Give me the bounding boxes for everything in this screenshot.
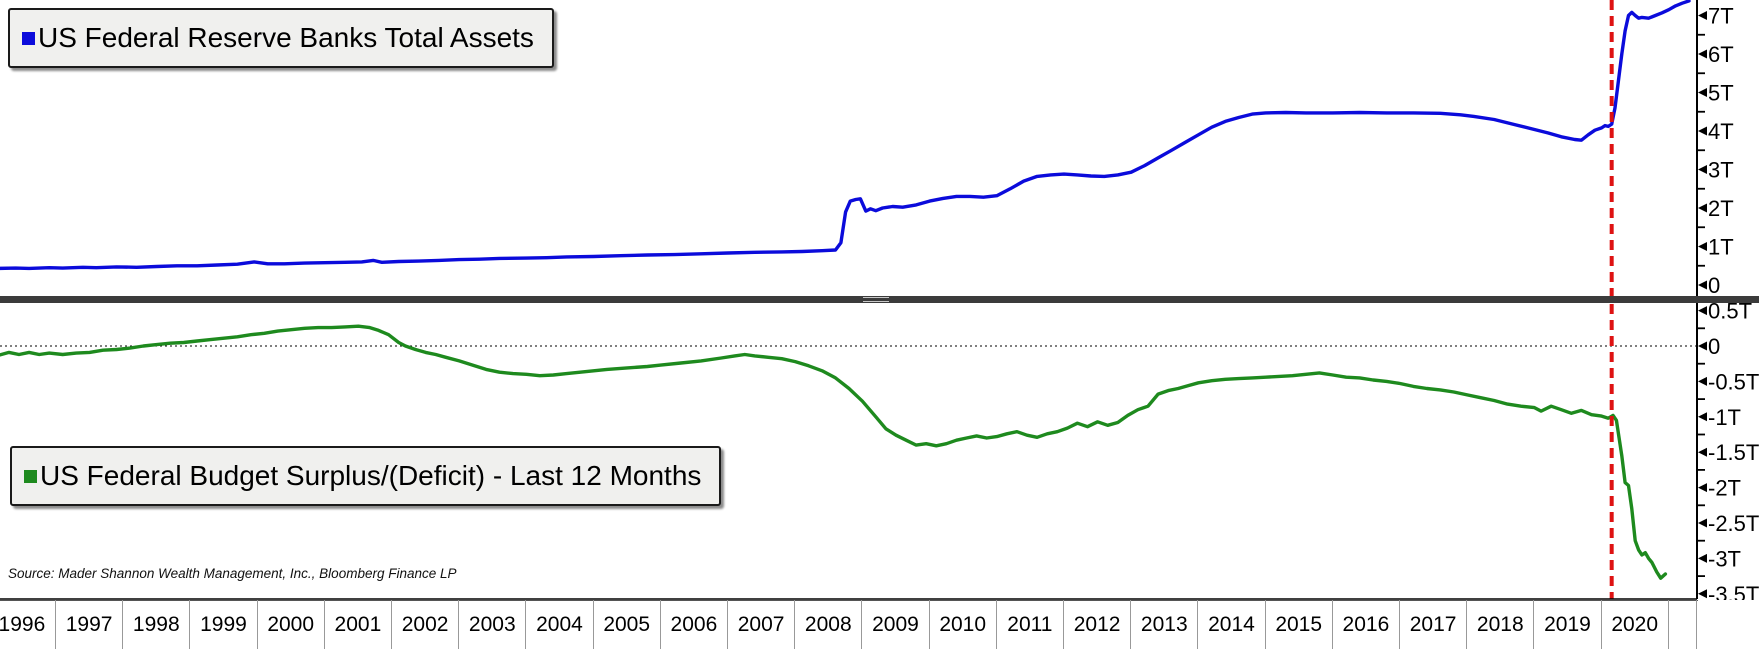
x-axis-top-border bbox=[0, 600, 1698, 601]
bottom-y-major-tick-icon bbox=[1698, 589, 1707, 599]
bottom-y-major-tick-icon bbox=[1698, 447, 1707, 457]
year-label-2001: 2001 bbox=[325, 600, 392, 649]
panel-divider[interactable] bbox=[0, 296, 1759, 303]
green-square-marker-icon bbox=[24, 469, 37, 483]
blue-square-marker-icon bbox=[22, 31, 35, 45]
top-y-tick-label: 5T bbox=[1708, 81, 1734, 106]
legend-fed-assets[interactable]: US Federal Reserve Banks Total Assets bbox=[8, 8, 554, 68]
bottom-y-major-tick-icon bbox=[1698, 376, 1707, 386]
year-label-1998: 1998 bbox=[123, 600, 191, 649]
legend-budget-balance-label: US Federal Budget Surplus/(Deficit) - La… bbox=[40, 460, 702, 491]
year-label-2002: 2002 bbox=[392, 600, 460, 649]
year-label-2014: 2014 bbox=[1198, 600, 1266, 649]
bottom-y-major-tick-icon bbox=[1698, 412, 1707, 422]
bottom-y-major-tick-icon bbox=[1698, 306, 1707, 316]
divider-grip-icon[interactable] bbox=[863, 297, 889, 302]
year-label-2010: 2010 bbox=[930, 600, 997, 649]
year-label-2008: 2008 bbox=[795, 600, 863, 649]
year-label-1996: 1996 bbox=[0, 600, 56, 649]
bottom-y-tick-label: -2T bbox=[1708, 476, 1741, 501]
top-y-major-tick-icon bbox=[1698, 88, 1707, 97]
bottom-y-tick-label: -0.5T bbox=[1708, 369, 1759, 394]
top-y-major-tick-icon bbox=[1698, 49, 1707, 59]
year-label-2011: 2011 bbox=[997, 600, 1064, 649]
year-label-2016: 2016 bbox=[1333, 600, 1400, 649]
year-label-2015: 2015 bbox=[1266, 600, 1333, 649]
top-y-tick-label: 0 bbox=[1708, 273, 1720, 298]
year-label-2018: 2018 bbox=[1467, 600, 1535, 649]
bottom-y-major-tick-icon bbox=[1698, 553, 1707, 563]
year-label-2004: 2004 bbox=[526, 600, 594, 649]
bottom-y-tick-label: -3.5T bbox=[1708, 582, 1759, 600]
x-axis-year-band: 1996 1997 1998 1999 2000 2001 2002 2003 2004 2005… bbox=[0, 600, 1759, 649]
top-y-tick-label: 1T bbox=[1708, 235, 1734, 260]
bottom-y-tick-label: 0 bbox=[1708, 334, 1720, 359]
top-y-tick-label: 6T bbox=[1708, 42, 1734, 67]
year-label-2000: 2000 bbox=[258, 600, 325, 649]
bottom-y-tick-label: -3T bbox=[1708, 546, 1741, 571]
top-y-major-tick-icon bbox=[1698, 203, 1707, 213]
year-label-2017: 2017 bbox=[1400, 600, 1468, 649]
bottom-y-tick-label: -2.5T bbox=[1708, 511, 1759, 536]
top-y-major-tick-icon bbox=[1698, 242, 1707, 251]
top-y-major-tick-icon bbox=[1698, 165, 1707, 174]
legend-budget-balance[interactable]: US Federal Budget Surplus/(Deficit) - La… bbox=[10, 446, 722, 506]
year-label-2006: 2006 bbox=[661, 600, 728, 649]
budget-balance-line bbox=[0, 324, 1668, 580]
year-cell-empty bbox=[1669, 600, 1697, 649]
year-label-2019: 2019 bbox=[1534, 600, 1602, 649]
bottom-y-major-tick-icon bbox=[1698, 518, 1707, 528]
bottom-y-tick-label: -1T bbox=[1708, 405, 1741, 430]
fed-assets-line bbox=[0, 0, 1691, 271]
top-y-tick-label: 4T bbox=[1708, 119, 1734, 144]
top-y-major-tick-icon bbox=[1698, 126, 1707, 136]
year-label-2012: 2012 bbox=[1064, 600, 1132, 649]
year-label-2009: 2009 bbox=[862, 600, 930, 649]
year-label-2003: 2003 bbox=[459, 600, 527, 649]
legend-fed-assets-label: US Federal Reserve Banks Total Assets bbox=[38, 22, 534, 53]
top-y-tick-label: 2T bbox=[1708, 196, 1734, 221]
year-label-2005: 2005 bbox=[594, 600, 661, 649]
year-label-2020: 2020 bbox=[1602, 600, 1669, 649]
bottom-y-major-tick-icon bbox=[1698, 483, 1707, 493]
bottom-y-major-tick-icon bbox=[1698, 341, 1707, 351]
year-label-1999: 1999 bbox=[190, 600, 258, 649]
year-label-2007: 2007 bbox=[728, 600, 796, 649]
top-y-tick-label: 7T bbox=[1708, 4, 1734, 29]
top-y-tick-label: 3T bbox=[1708, 158, 1734, 183]
year-label-2013: 2013 bbox=[1131, 600, 1199, 649]
chart-plot-area: 7T6T5T4T3T2T1T00.5T0-0.5T-1T-1.5T-2T-2.5… bbox=[0, 0, 1759, 600]
top-y-major-tick-icon bbox=[1698, 280, 1707, 290]
year-label-1997: 1997 bbox=[56, 600, 124, 649]
bottom-y-tick-label: -1.5T bbox=[1708, 440, 1759, 465]
source-note: Source: Mader Shannon Wealth Management,… bbox=[8, 566, 457, 581]
top-y-major-tick-icon bbox=[1698, 11, 1707, 20]
